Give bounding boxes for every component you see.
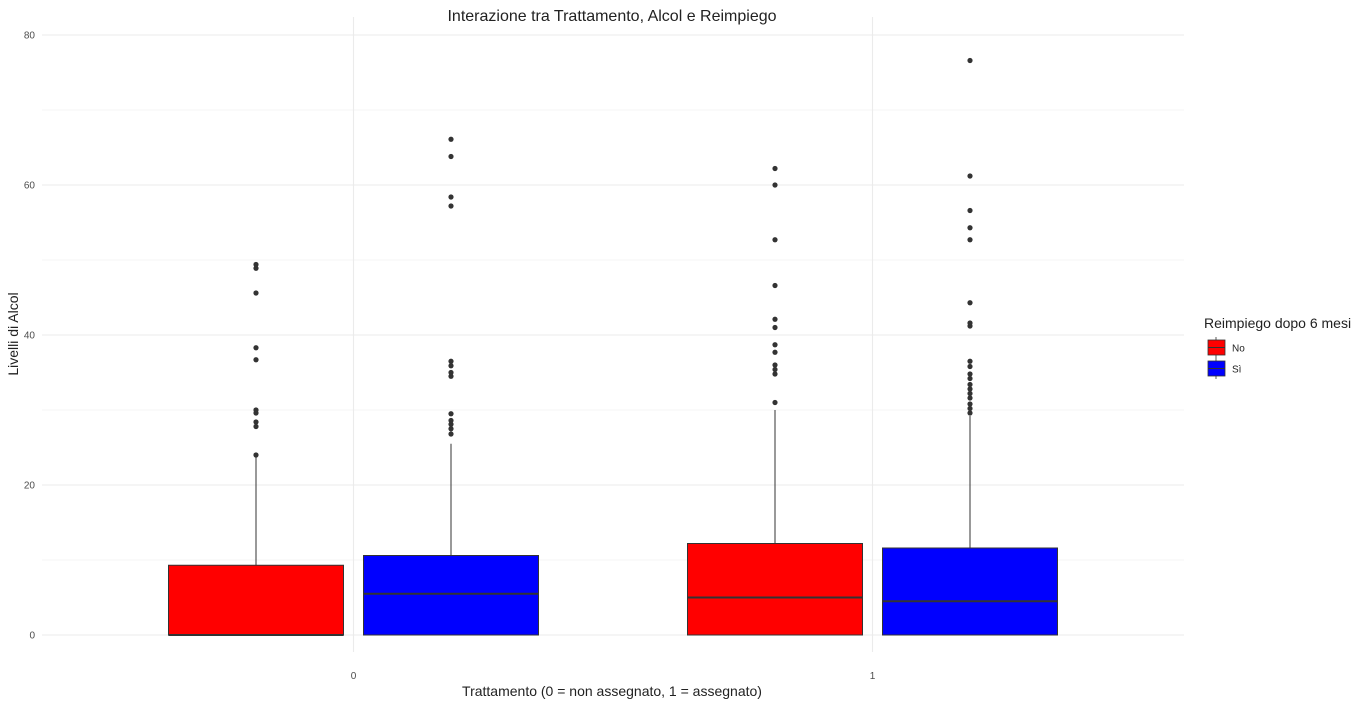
outlier-point — [253, 265, 259, 271]
outlier-point — [967, 395, 973, 401]
outlier-point — [967, 405, 973, 412]
outlier-point — [967, 358, 973, 364]
y-tick-label: 80 — [24, 31, 36, 42]
outlier-point — [253, 345, 259, 351]
outlier-point — [772, 399, 778, 406]
grid-lines — [42, 17, 1184, 652]
outlier-point — [772, 282, 778, 289]
outlier-point — [967, 57, 973, 64]
outlier-point — [967, 207, 973, 214]
outlier-point — [967, 363, 973, 370]
box-group — [363, 136, 539, 636]
x-axis-title: Trattamento (0 = non assegnato, 1 = asse… — [462, 683, 762, 699]
outlier-point — [253, 423, 259, 430]
chart-title: Interazione tra Trattamento, Alcol e Rei… — [447, 8, 776, 25]
outlier-point — [967, 386, 973, 392]
outlier-point — [448, 369, 454, 376]
outlier-point — [967, 375, 973, 382]
outlier-point — [253, 407, 259, 413]
x-tick-label: 0 — [351, 671, 357, 682]
outlier-point — [772, 182, 778, 188]
outlier-point — [967, 401, 973, 407]
outlier-point — [772, 366, 778, 373]
outlier-point — [967, 237, 973, 243]
outlier-point — [448, 411, 454, 417]
outlier-point — [448, 417, 454, 424]
outlier-point — [448, 194, 454, 200]
box — [363, 555, 539, 636]
y-axis-title: Livelli di Alcol — [5, 292, 21, 375]
outlier-point — [772, 349, 778, 355]
x-tick-label: 1 — [870, 671, 876, 682]
legend-key — [1207, 337, 1226, 358]
legend: Reimpiego dopo 6 mesi No Sì — [1204, 315, 1351, 379]
outlier-point — [448, 426, 454, 432]
y-axis-ticks: 0 20 40 60 80 — [24, 31, 36, 642]
box — [687, 543, 863, 636]
box-group — [168, 261, 344, 636]
y-tick-label: 20 — [24, 481, 36, 492]
outlier-point — [448, 363, 454, 369]
y-tick-label: 60 — [24, 181, 36, 192]
outlier-point — [967, 371, 973, 377]
y-tick-label: 0 — [29, 631, 35, 642]
outlier-point — [772, 165, 778, 172]
outlier-point — [448, 136, 454, 142]
outlier-point — [253, 290, 259, 296]
outlier-point — [448, 373, 454, 379]
outlier-point — [448, 358, 454, 364]
box-layer — [168, 57, 1058, 636]
outlier-point — [772, 342, 778, 348]
y-tick-label: 40 — [24, 331, 36, 342]
outlier-point — [448, 203, 454, 209]
outlier-point — [772, 324, 778, 331]
outlier-point — [967, 410, 973, 416]
box — [168, 564, 344, 636]
outlier-point — [967, 381, 973, 388]
box — [882, 547, 1058, 636]
outlier-point — [448, 153, 454, 160]
outlier-point — [253, 261, 259, 268]
outlier-point — [253, 357, 259, 363]
outlier-point — [772, 362, 778, 368]
legend-label: Sì — [1232, 365, 1242, 376]
outlier-point — [772, 316, 778, 322]
legend-title: Reimpiego dopo 6 mesi — [1204, 315, 1351, 331]
outlier-point — [448, 431, 454, 437]
outlier-point — [967, 300, 973, 306]
outlier-point — [967, 173, 973, 179]
outlier-point — [967, 390, 973, 397]
outlier-point — [967, 320, 973, 326]
legend-key — [1207, 358, 1226, 379]
outlier-point — [448, 421, 454, 427]
box-group — [882, 57, 1058, 636]
legend-label: No — [1232, 344, 1245, 355]
outlier-point — [253, 419, 259, 425]
outlier-point — [772, 237, 778, 243]
outlier-point — [967, 225, 973, 231]
outlier-point — [772, 371, 778, 377]
outlier-point — [253, 452, 259, 458]
box-group — [687, 165, 863, 636]
